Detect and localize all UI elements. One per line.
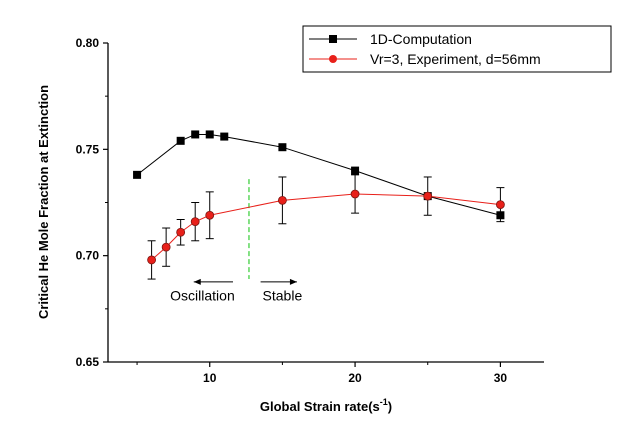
- legend-label-0: 1D-Computation: [370, 31, 472, 47]
- point-1-8: [495, 200, 505, 210]
- y-tick-label-1: 0.70: [76, 249, 100, 263]
- arrow-head-0: [193, 278, 201, 285]
- y-ticks: 0.65 0.70 0.75 0.80: [76, 36, 108, 369]
- point-0-2: [191, 130, 200, 139]
- point-0-1: [176, 136, 185, 145]
- point-0-4: [220, 132, 229, 141]
- point-1-6: [350, 189, 360, 199]
- legend-marker-0: [329, 35, 337, 43]
- y-axis-title: Critical He Mole Fraction at Extinction: [36, 85, 51, 319]
- x-tick-label-0: 10: [203, 371, 217, 385]
- point-0-6: [351, 166, 360, 175]
- annotation-layer: Oscillation Stable: [170, 179, 302, 303]
- point-1-7: [423, 191, 433, 201]
- point-1-5: [277, 195, 287, 205]
- y-tick-label-3: 0.80: [76, 36, 100, 50]
- legend-marker-1: [329, 55, 337, 63]
- series-line-1: [151, 193, 501, 261]
- series-0: [133, 130, 505, 220]
- annotation-0: Oscillation: [170, 287, 235, 303]
- legend-label-1: Vr=3, Experiment, d=56mm: [370, 51, 541, 67]
- x-ticks: 10 20 30: [136, 362, 508, 385]
- point-1-0: [147, 255, 157, 265]
- annotation-1: Stable: [263, 287, 303, 303]
- point-0-3: [205, 130, 214, 139]
- point-0-5: [278, 143, 287, 152]
- y-tick-label-0: 0.65: [76, 355, 100, 369]
- x-axis-title: Global Strain rate(s-1): [260, 397, 392, 414]
- y-tick-label-2: 0.75: [76, 142, 100, 156]
- series-layer: [133, 130, 505, 280]
- point-1-4: [205, 210, 215, 220]
- point-1-3: [190, 217, 200, 227]
- x-tick-label-1: 20: [348, 371, 362, 385]
- legend: 1D-Computation Vr=3, Experiment, d=56mm: [302, 25, 612, 73]
- x-tick-label-2: 30: [494, 371, 508, 385]
- point-0-0: [133, 170, 142, 179]
- point-1-1: [161, 242, 171, 252]
- series-line-0: [136, 133, 501, 216]
- point-1-2: [176, 227, 186, 237]
- legend-box: [302, 25, 612, 73]
- arrow-head-1: [289, 278, 297, 285]
- series-1: [147, 174, 505, 280]
